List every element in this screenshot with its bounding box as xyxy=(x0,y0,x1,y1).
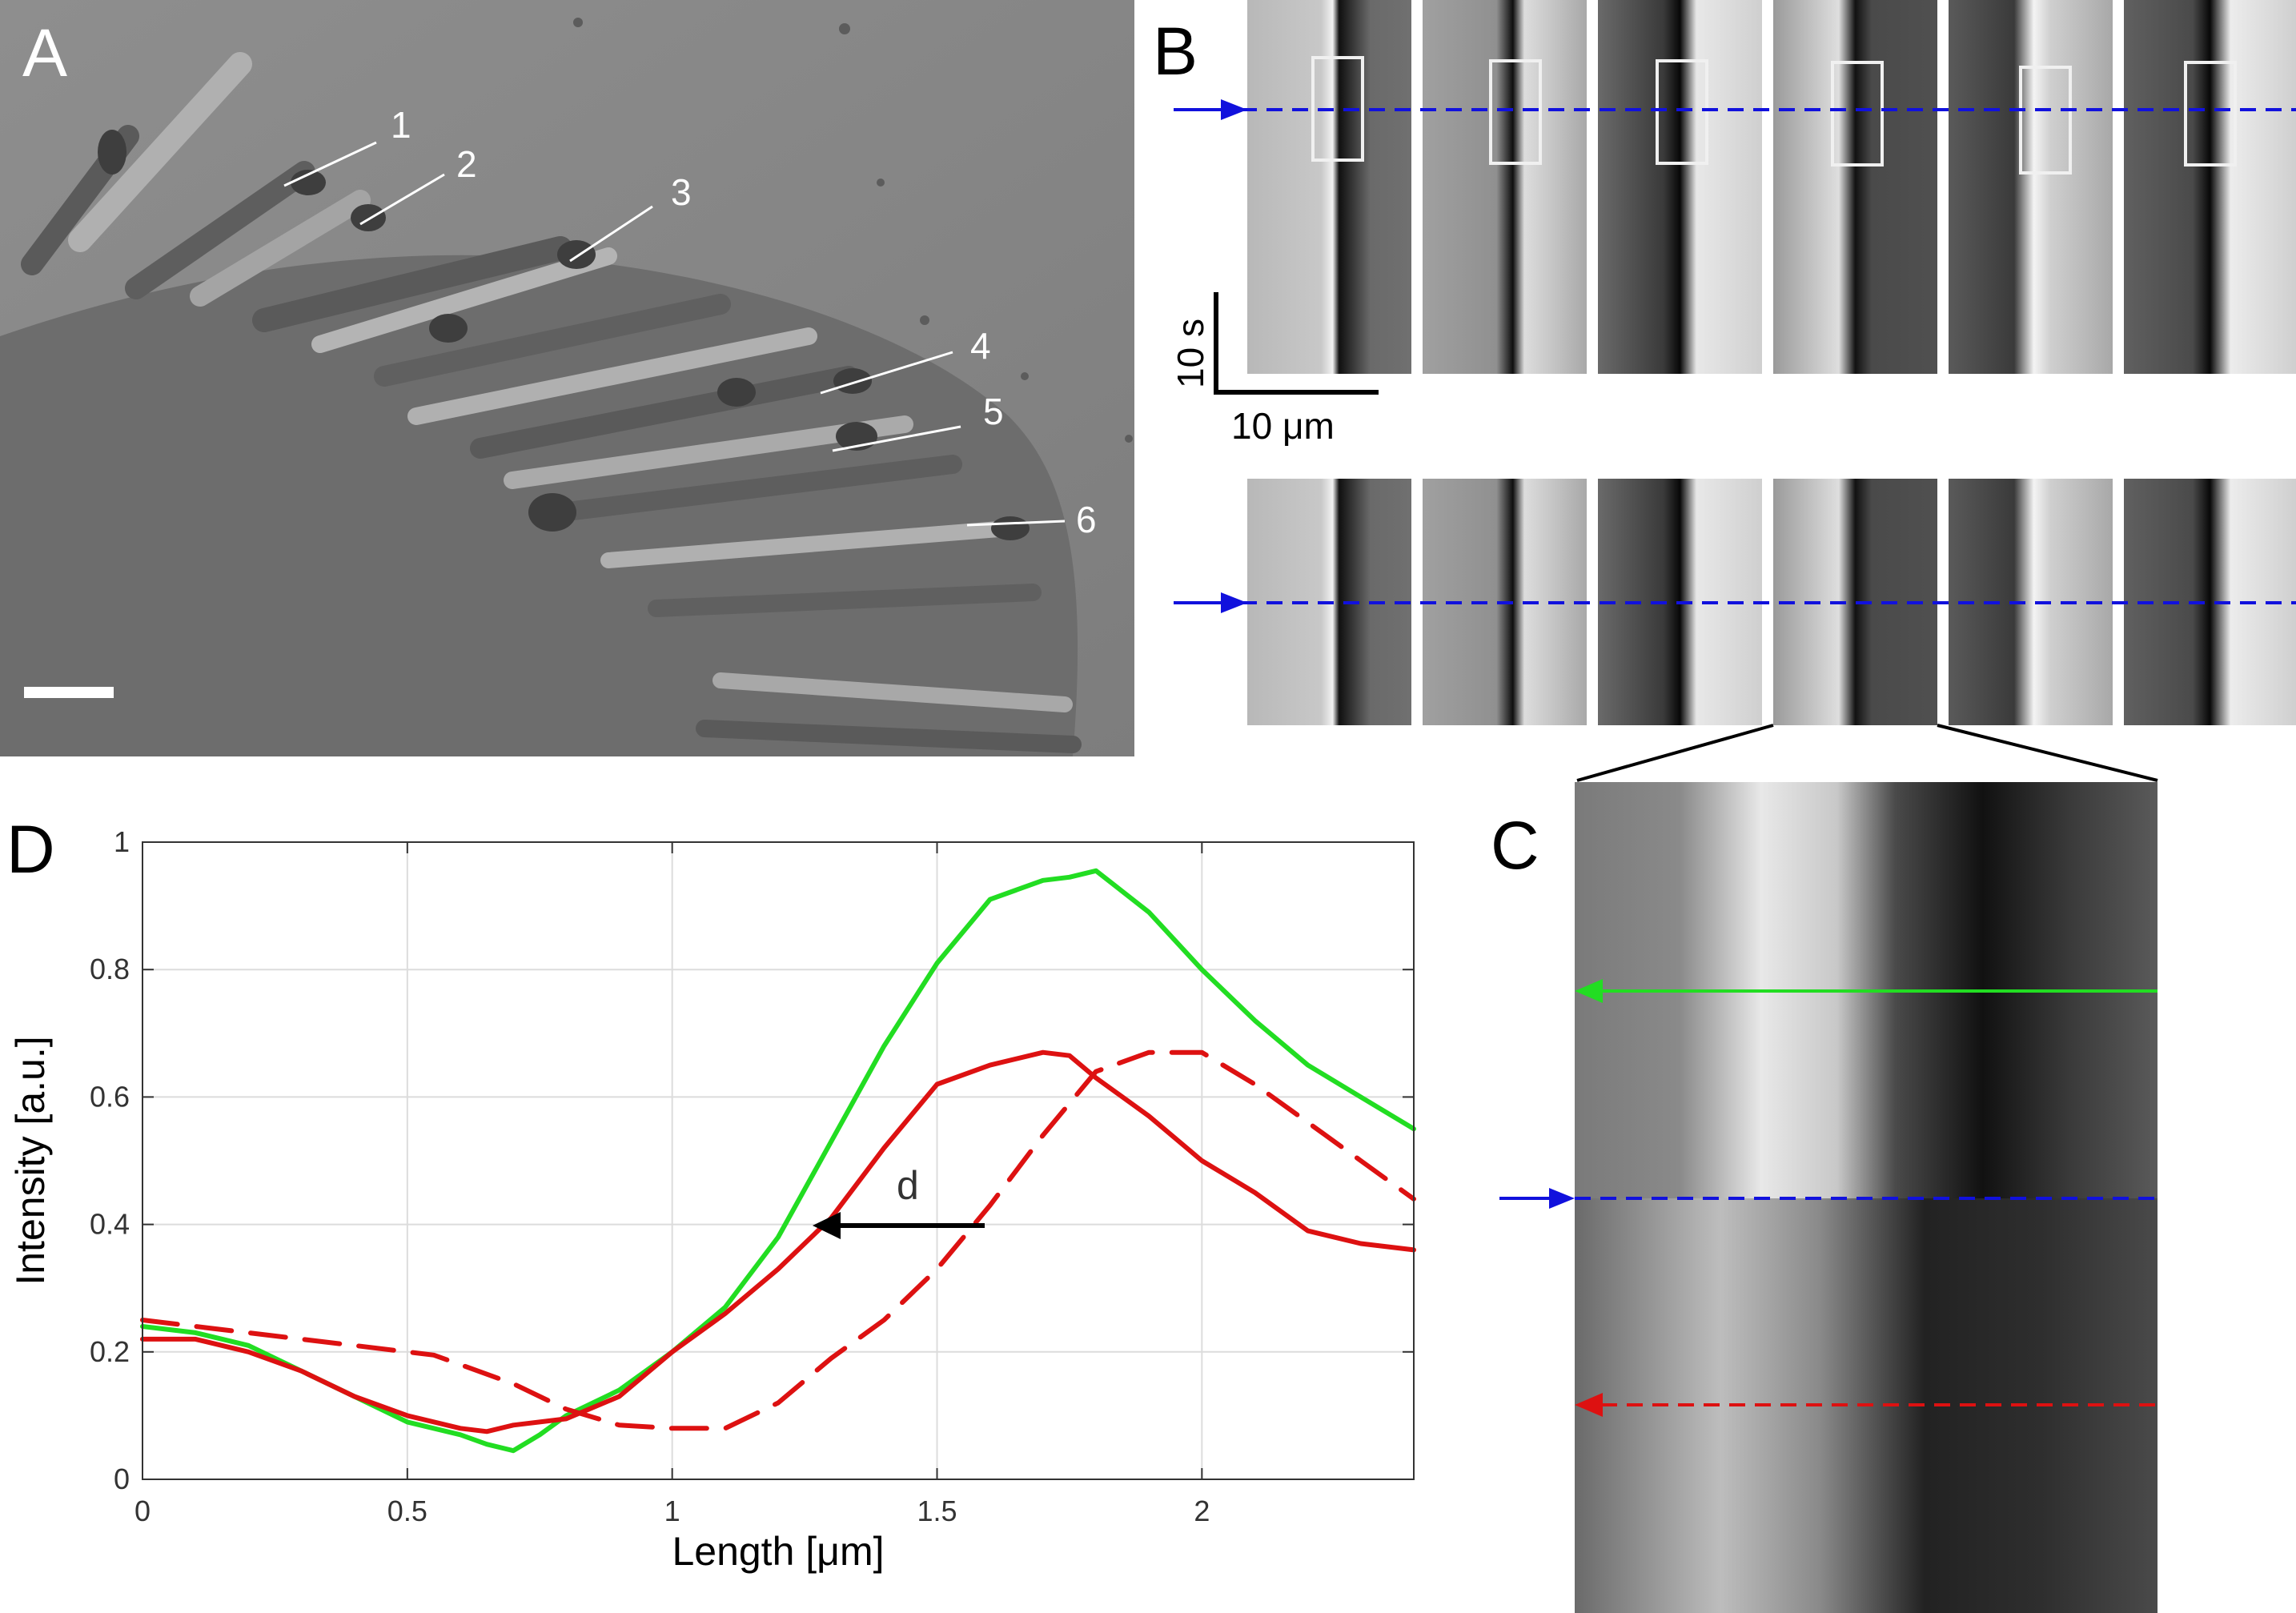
kymo-strip-4 xyxy=(1773,0,1937,374)
series-red-dashed xyxy=(140,1049,1416,1431)
kymo-strip-3 xyxy=(1598,0,1762,374)
y-tick-label: 0.2 xyxy=(90,1335,130,1368)
zoom-strip-5 xyxy=(1949,479,2113,725)
y-tick-label: 0.8 xyxy=(90,953,130,985)
blue-marker xyxy=(1499,1188,2158,1209)
panel-a: 1 2 3 4 5 6 A xyxy=(0,0,1134,756)
hair-label-3: 3 xyxy=(671,171,692,213)
series-green-solid xyxy=(140,868,1416,1454)
y-axis-label: Intensity [a.u.] xyxy=(8,1036,53,1285)
roi-boxes xyxy=(1311,56,2237,175)
hair-label-5: 5 xyxy=(983,391,1004,432)
y-tick-label: 0 xyxy=(114,1463,130,1495)
kymo-strip-5 xyxy=(1949,0,2113,374)
scale-bars-b: 10 s 10 μm xyxy=(1170,292,1379,447)
plot-series xyxy=(140,868,1416,1454)
time-scale-label: 10 s xyxy=(1170,319,1211,388)
event-arrow-top xyxy=(1174,99,1247,120)
hair-label-6: 6 xyxy=(1076,499,1097,540)
hair-label-lines xyxy=(283,141,1066,527)
hair-label-1: 1 xyxy=(391,104,411,146)
hair-labels: 1 2 3 4 5 6 xyxy=(391,104,1097,540)
panel-letter-c: C xyxy=(1491,808,1539,883)
red-marker xyxy=(1575,1393,2158,1417)
stereocilia-bundle xyxy=(21,52,1082,753)
x-tick-label: 0 xyxy=(134,1495,151,1527)
series-red-solid xyxy=(140,1049,1416,1434)
kymograph-strips-top xyxy=(1247,0,2296,374)
x-axis-label: Length [μm] xyxy=(672,1529,884,1574)
panel-letter-a: A xyxy=(22,15,67,90)
shift-arrow xyxy=(813,1212,985,1239)
kymo-strip-2 xyxy=(1423,0,1587,374)
kymo-strip-1 xyxy=(1247,0,1411,374)
panel-letter-d: D xyxy=(6,812,55,887)
panel-b: B 10 s 10 μm xyxy=(1153,0,2296,782)
panel-letter-b: B xyxy=(1153,14,1198,89)
scale-bar-a xyxy=(24,687,114,698)
green-marker xyxy=(1575,979,2158,1003)
x-tick-label: 1.5 xyxy=(917,1495,957,1527)
y-tick-label: 0.6 xyxy=(90,1080,130,1113)
panel-c: C xyxy=(1491,782,2158,1613)
y-tick-label: 0.4 xyxy=(90,1208,130,1241)
event-arrow-zoom xyxy=(1174,592,1247,613)
x-tick-label: 2 xyxy=(1194,1495,1210,1527)
x-tick-label: 1 xyxy=(664,1495,680,1527)
panel-d: D 0 0.5 1 1.5 200.20.40.60.81 d Length [μm] … xyxy=(6,812,1416,1574)
x-tick-label: 0.5 xyxy=(387,1495,427,1527)
plot-frame xyxy=(142,841,1415,1480)
length-scale-label: 10 μm xyxy=(1231,405,1335,447)
hair-label-4: 4 xyxy=(970,325,991,367)
hair-label-2: 2 xyxy=(456,143,477,185)
kymo-strip-6 xyxy=(2124,0,2296,374)
y-tick-label: 1 xyxy=(114,825,130,858)
zoom-connector-lines xyxy=(1576,724,2158,782)
particles xyxy=(573,18,1133,443)
shift-label: d xyxy=(897,1163,919,1208)
